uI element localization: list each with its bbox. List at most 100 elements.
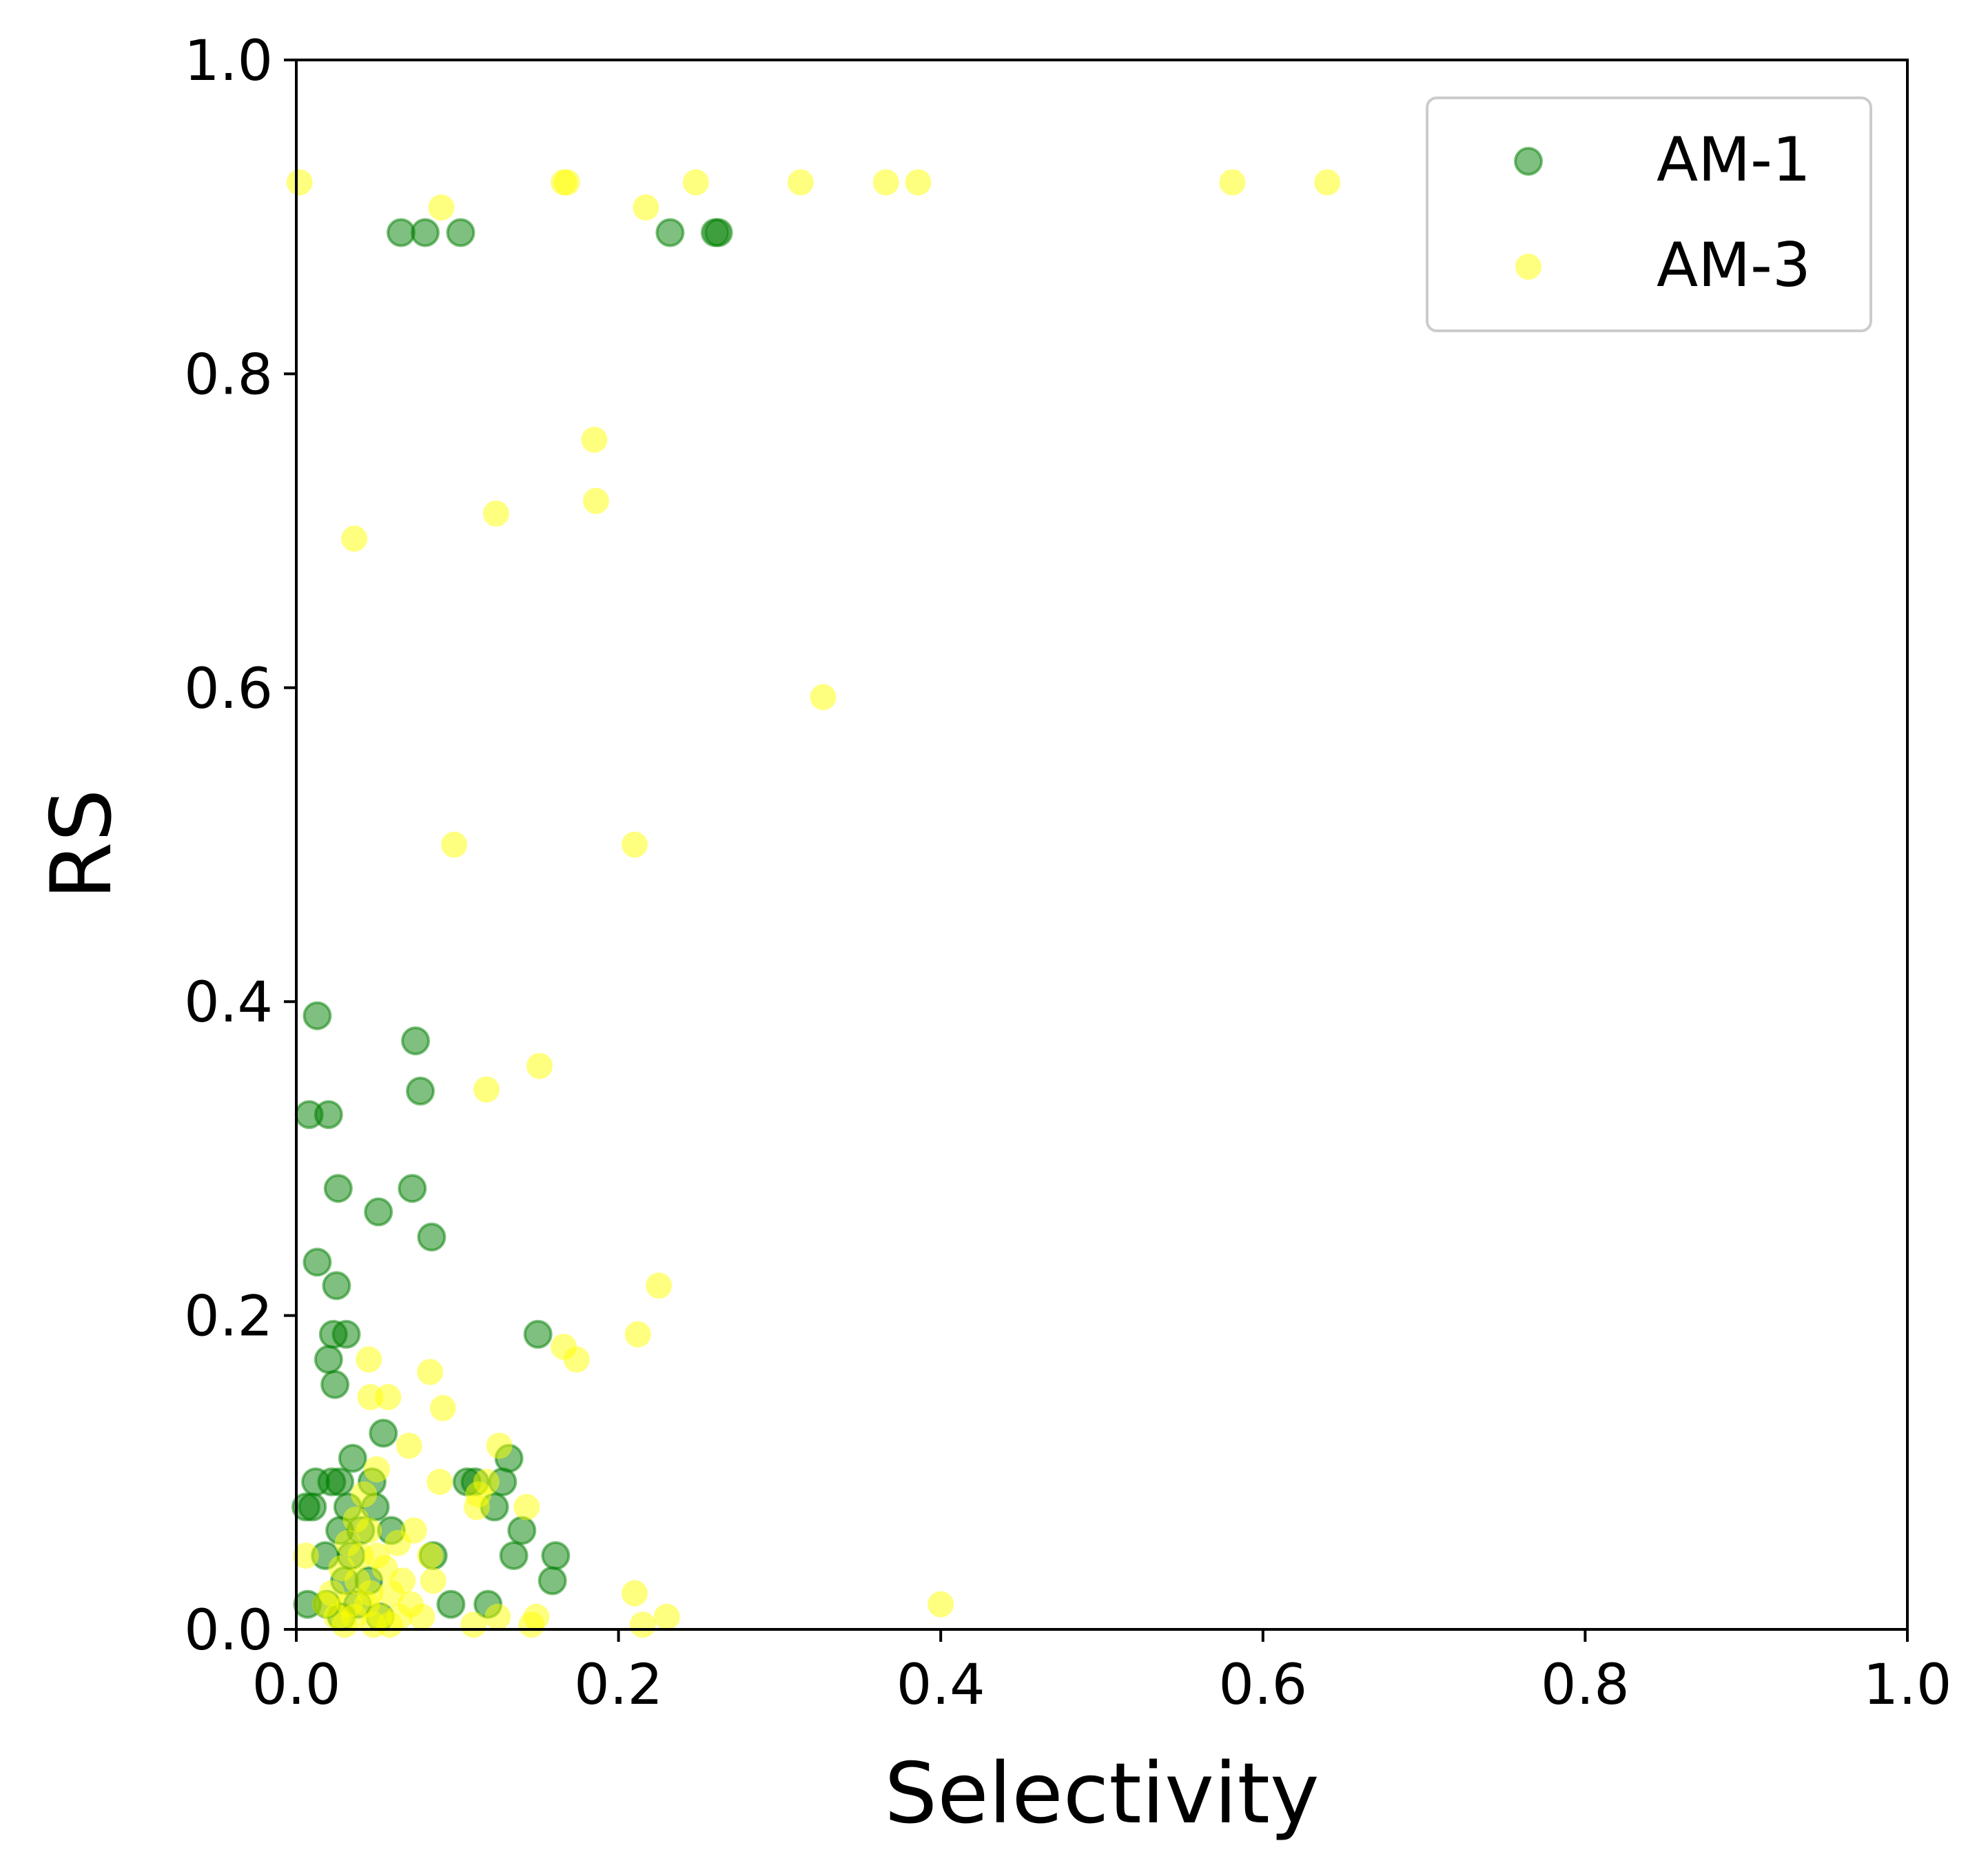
legend-label-am-1: AM-1 xyxy=(1657,124,1811,195)
point-am-3-4 xyxy=(787,169,814,196)
point-am-3-54 xyxy=(378,1580,404,1607)
point-am-1-13 xyxy=(364,1197,393,1227)
x-axis: 0.0 0.2 0.4 0.6 0.8 1.0 xyxy=(252,1629,1952,1718)
point-am-1-21 xyxy=(320,1370,350,1399)
point-am-3-14 xyxy=(341,525,368,552)
x-tick-label-5: 1.0 xyxy=(1863,1653,1952,1718)
point-am-3-7 xyxy=(1219,169,1246,196)
point-am-1-19 xyxy=(523,1319,553,1349)
point-am-3-25 xyxy=(417,1359,444,1385)
point-am-3-35 xyxy=(351,1481,378,1508)
point-am-3-11 xyxy=(581,427,608,453)
point-am-3-9 xyxy=(428,194,455,221)
point-am-1-11 xyxy=(323,1174,353,1203)
y-tick-label-4: 0.8 xyxy=(184,343,273,407)
point-am-3-3 xyxy=(682,169,709,196)
point-am-3-16 xyxy=(441,831,468,858)
point-am-1-2 xyxy=(446,218,475,247)
y-axis: 0.0 0.2 0.4 0.6 0.8 1.0 xyxy=(184,29,296,1663)
point-am-3-73 xyxy=(518,1611,545,1638)
point-am-3-36 xyxy=(513,1494,540,1520)
point-am-3-45 xyxy=(293,1543,319,1569)
point-am-1-48 xyxy=(537,1566,567,1596)
point-am-3-27 xyxy=(357,1384,384,1410)
y-tick-label-1: 0.2 xyxy=(184,1285,273,1350)
point-am-3-46 xyxy=(417,1543,444,1569)
point-am-3-69 xyxy=(331,1611,358,1638)
point-am-3-15 xyxy=(810,684,837,711)
point-am-3-6 xyxy=(905,169,932,196)
point-am-3-19 xyxy=(473,1076,500,1103)
point-am-3-24 xyxy=(356,1346,382,1373)
point-am-3-0 xyxy=(286,169,313,196)
x-tick-label-0: 0.0 xyxy=(252,1653,341,1718)
legend-marker-am-3 xyxy=(1515,254,1541,280)
point-am-1-18 xyxy=(331,1319,361,1349)
point-am-3-66 xyxy=(484,1603,511,1630)
point-am-3-10 xyxy=(633,194,659,221)
point-am-1-6 xyxy=(303,1001,332,1030)
point-am-1-15 xyxy=(303,1248,332,1277)
point-am-1-44 xyxy=(499,1541,529,1570)
point-am-1-14 xyxy=(417,1222,447,1252)
point-am-3-23 xyxy=(563,1346,590,1373)
point-am-1-1 xyxy=(411,218,440,247)
series-am-3 xyxy=(286,169,1341,1638)
point-am-1-3 xyxy=(655,218,685,247)
point-am-1-10 xyxy=(314,1100,343,1130)
x-tick-label-4: 0.8 xyxy=(1541,1653,1630,1718)
plot-frame xyxy=(295,59,1909,1631)
point-am-1-40 xyxy=(507,1516,537,1545)
legend-label-am-3: AM-3 xyxy=(1657,230,1811,301)
point-am-3-74 xyxy=(629,1611,656,1638)
point-am-3-31 xyxy=(363,1456,390,1483)
point-am-1-45 xyxy=(541,1541,571,1570)
point-am-1-52 xyxy=(436,1589,466,1619)
point-am-1-0 xyxy=(387,218,416,247)
point-am-3-18 xyxy=(526,1052,553,1079)
point-am-3-30 xyxy=(486,1432,513,1459)
point-am-3-41 xyxy=(385,1529,411,1556)
point-am-3-72 xyxy=(460,1611,487,1638)
point-am-3-68 xyxy=(653,1603,680,1630)
point-am-1-23 xyxy=(338,1443,367,1473)
point-am-1-5 xyxy=(704,218,733,247)
point-am-3-65 xyxy=(409,1603,435,1630)
point-am-3-8 xyxy=(1314,169,1341,196)
point-am-3-29 xyxy=(396,1432,422,1459)
point-am-3-17 xyxy=(622,831,648,858)
x-tick-label-1: 0.2 xyxy=(574,1653,663,1718)
point-am-1-27 xyxy=(325,1467,355,1496)
point-am-1-12 xyxy=(398,1174,427,1203)
point-am-3-13 xyxy=(482,500,509,527)
point-am-3-39 xyxy=(356,1517,382,1544)
point-am-1-20 xyxy=(314,1345,343,1374)
point-am-3-55 xyxy=(622,1580,648,1607)
point-am-3-71 xyxy=(376,1611,403,1638)
legend: AM-1 AM-3 xyxy=(1426,96,1872,332)
point-am-3-32 xyxy=(427,1469,453,1495)
point-am-3-2 xyxy=(553,169,580,196)
point-am-3-21 xyxy=(624,1321,651,1347)
point-am-3-50 xyxy=(420,1567,447,1594)
legend-marker-am-1 xyxy=(1514,147,1543,176)
point-am-1-8 xyxy=(406,1077,435,1106)
y-tick-label-2: 0.4 xyxy=(184,970,273,1035)
x-tick-label-2: 0.4 xyxy=(896,1653,985,1718)
point-am-3-12 xyxy=(582,487,609,514)
points-layer xyxy=(286,169,1341,1638)
x-axis-title: Selectivity xyxy=(884,1745,1319,1842)
point-am-1-22 xyxy=(369,1418,398,1448)
point-am-3-28 xyxy=(429,1394,456,1421)
point-am-1-7 xyxy=(401,1026,430,1056)
point-am-1-33 xyxy=(298,1492,327,1522)
point-am-3-20 xyxy=(646,1272,673,1299)
point-am-3-5 xyxy=(872,169,899,196)
y-axis-title: RS xyxy=(33,789,130,900)
y-tick-label-0: 0.0 xyxy=(184,1598,273,1663)
point-am-1-16 xyxy=(322,1271,351,1301)
point-am-3-37 xyxy=(463,1494,490,1520)
y-tick-label-3: 0.6 xyxy=(184,657,273,722)
